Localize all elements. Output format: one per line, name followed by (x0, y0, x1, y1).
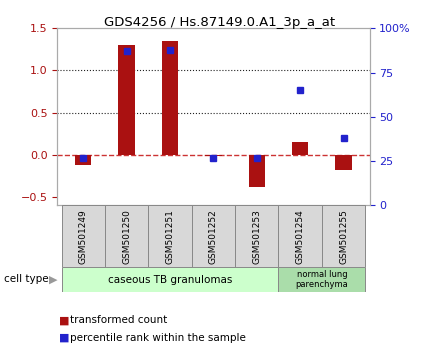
Text: GSM501252: GSM501252 (209, 209, 218, 264)
Text: ▶: ▶ (49, 274, 58, 284)
Bar (335, 155, 352, 170)
Text: transformed count: transformed count (70, 315, 168, 325)
Bar (62, 205, 105, 267)
Text: normal lung
parenchyma: normal lung parenchyma (296, 270, 348, 289)
Bar (105, 205, 148, 267)
Text: GSM501249: GSM501249 (79, 209, 88, 264)
Text: GSM501253: GSM501253 (252, 209, 261, 264)
Bar (192, 205, 235, 267)
Text: GSM501250: GSM501250 (122, 209, 131, 264)
Text: ■: ■ (59, 333, 70, 343)
Bar (118, 45, 135, 155)
Text: GSM501255: GSM501255 (339, 209, 348, 264)
Text: percentile rank within the sample: percentile rank within the sample (70, 333, 246, 343)
Bar (292, 142, 308, 155)
Text: GSM501251: GSM501251 (165, 209, 175, 264)
Bar (235, 205, 279, 267)
Bar (322, 205, 365, 267)
Text: cell type: cell type (4, 274, 49, 284)
Text: caseous TB granulomas: caseous TB granulomas (108, 275, 232, 285)
Bar (62, 267, 279, 292)
Bar (249, 155, 265, 187)
Text: GDS4256 / Hs.87149.0.A1_3p_a_at: GDS4256 / Hs.87149.0.A1_3p_a_at (104, 16, 336, 29)
Bar (205, 155, 222, 156)
Bar (162, 41, 178, 155)
Text: ■: ■ (59, 315, 70, 325)
Bar (279, 205, 322, 267)
Bar (279, 267, 365, 292)
Bar (148, 205, 192, 267)
Bar (75, 155, 92, 165)
Text: GSM501254: GSM501254 (296, 209, 304, 264)
